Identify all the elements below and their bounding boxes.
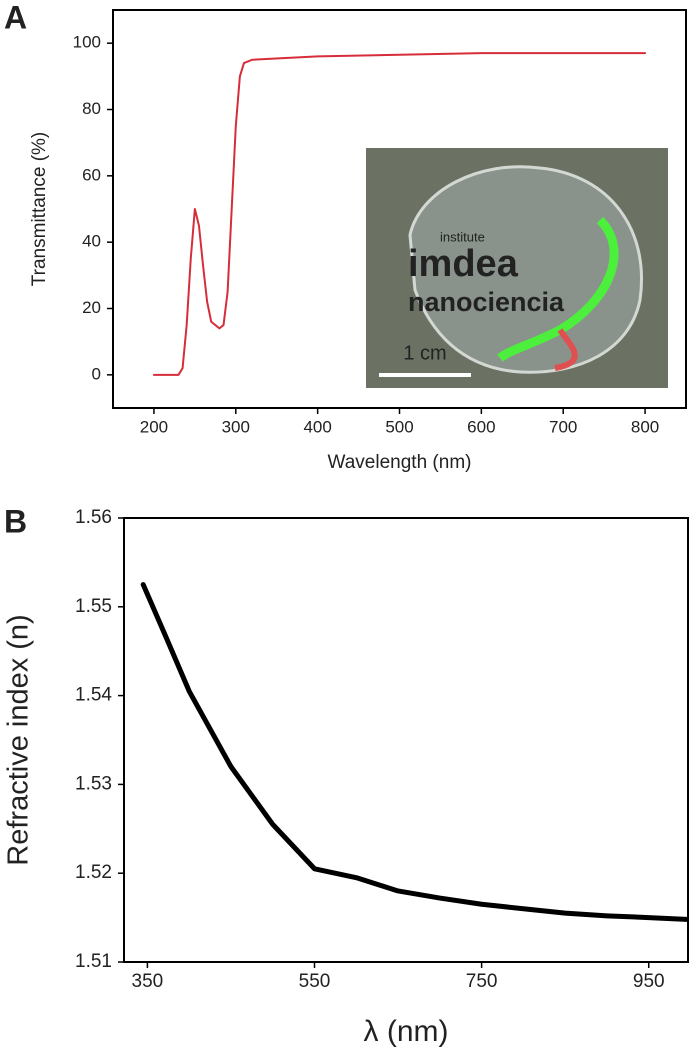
plot-frame — [123, 517, 689, 963]
x-tick-label: 500 — [385, 417, 413, 436]
photo-text: imdea — [408, 243, 519, 285]
y-tick-label: 1.53 — [75, 773, 112, 794]
x-tick-label: 750 — [466, 971, 498, 992]
scale-bar-label: 1 cm — [403, 342, 446, 364]
y-tick-label: 1.55 — [75, 596, 112, 617]
film-reflection — [497, 216, 619, 362]
data-line — [152, 52, 647, 376]
film-reflection — [554, 328, 578, 371]
x-axis-title: Wavelength (nm) — [328, 452, 472, 473]
photo-text: nanociencia — [408, 287, 565, 317]
photo-text: institute — [440, 229, 485, 244]
y-tick-label: 1.54 — [75, 685, 112, 706]
y-tick-label: 1.52 — [75, 862, 112, 883]
panel-label: B — [4, 503, 27, 539]
y-tick-label: 0 — [92, 364, 101, 383]
inset-photo: institute imdea nanociencia 1 cm — [366, 148, 668, 388]
y-tick-label: 40 — [82, 232, 101, 251]
y-tick-label: 100 — [73, 33, 101, 52]
x-tick-label: 550 — [299, 971, 331, 992]
x-tick-label: 400 — [303, 417, 331, 436]
x-tick-label: 950 — [633, 971, 665, 992]
y-axis-title: Transmittance (%) — [29, 132, 50, 287]
x-tick-label: 800 — [631, 417, 659, 436]
panel-label: A — [4, 0, 27, 35]
data-line — [140, 582, 689, 922]
x-tick-label: 350 — [132, 971, 164, 992]
y-tick-label: 1.56 — [75, 507, 112, 528]
y-tick-label: 80 — [82, 99, 101, 118]
y-tick-label: 60 — [82, 165, 101, 184]
x-tick-label: 300 — [222, 417, 250, 436]
y-tick-label: 1.51 — [75, 951, 112, 972]
y-tick-label: 20 — [82, 298, 101, 317]
x-tick-label: 600 — [467, 417, 495, 436]
x-axis-title: λ (nm) — [364, 1015, 449, 1048]
x-tick-label: 200 — [140, 417, 168, 436]
film — [408, 165, 643, 374]
y-axis-title: Refractive index (n) — [3, 614, 35, 865]
x-tick-label: 700 — [549, 417, 577, 436]
